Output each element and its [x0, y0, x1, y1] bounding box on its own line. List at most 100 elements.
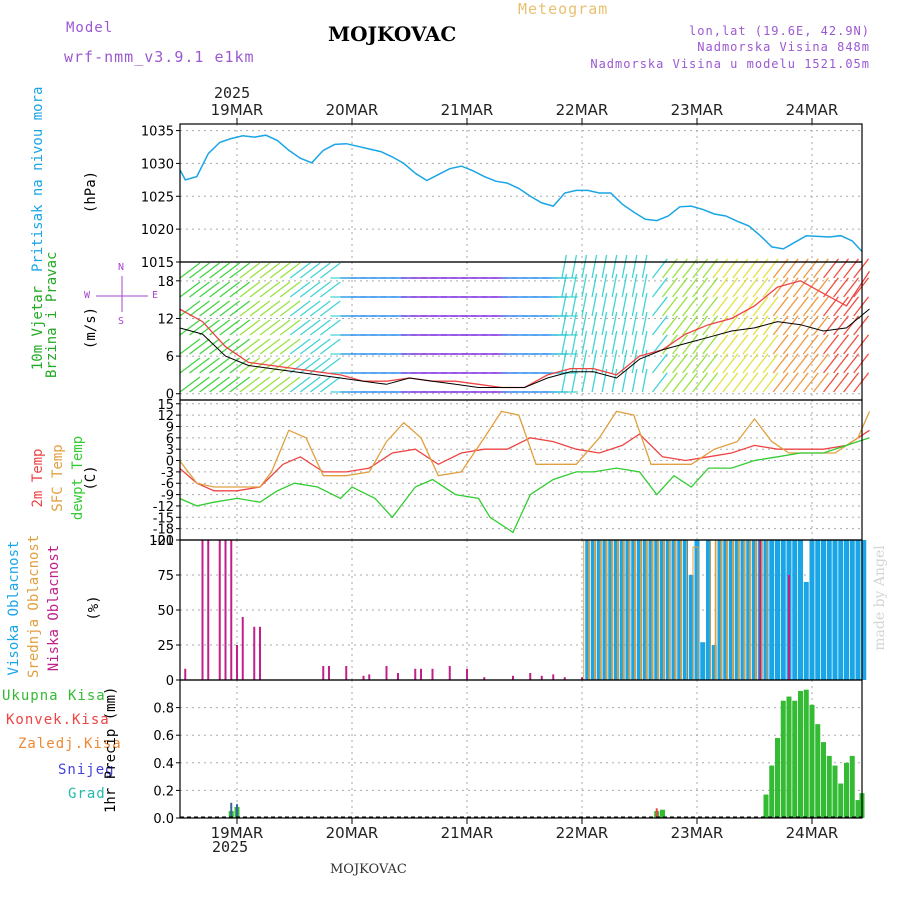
wind-arrow	[772, 372, 789, 393]
wind-arrow	[219, 319, 241, 336]
high-cloud-bar	[654, 540, 660, 680]
wind-arrow	[249, 300, 271, 317]
wind-arrow	[853, 353, 870, 374]
wind-arrow	[752, 334, 769, 355]
high-cloud-bar	[740, 540, 746, 680]
wind-arrow	[279, 262, 301, 279]
date-label-top: 19MAR	[211, 101, 264, 119]
wind-arrow	[219, 262, 241, 279]
wind-arrow	[843, 277, 860, 298]
high-cloud-bar	[660, 540, 665, 680]
panel-frame	[179, 679, 863, 819]
wind-arrow	[722, 353, 739, 374]
wind-arrow	[792, 372, 809, 393]
wind-arrow	[833, 372, 849, 393]
wind-arrow	[682, 277, 699, 298]
high-cloud-bar	[665, 540, 671, 680]
date-label-top: 24MAR	[786, 101, 839, 119]
low-cloud-bar	[420, 668, 422, 680]
wind-arrow	[189, 357, 210, 374]
wind-arrow	[651, 334, 668, 355]
wind-arrow	[179, 300, 201, 317]
wind-arrow	[843, 372, 860, 393]
high-cloud-bar	[821, 540, 826, 680]
high-cloud-bar	[602, 540, 608, 680]
wind-arrow	[219, 281, 241, 298]
high-cloud-bar	[826, 540, 832, 680]
wind-arrow	[812, 296, 829, 317]
legend-frz: Zaledj.Kisa	[18, 736, 122, 752]
wind-arrow	[661, 372, 678, 393]
y-tick-label: 0.0	[153, 812, 174, 827]
wind-arrow	[309, 319, 331, 336]
wind-arrow	[601, 368, 608, 393]
high-cloud-bar	[780, 540, 786, 680]
wind-arrow	[772, 315, 789, 336]
wind-arrow	[179, 338, 201, 355]
footer-title: MOJKOVAC	[330, 862, 407, 877]
precip-bar	[763, 794, 769, 818]
y-tick-label: 1020	[141, 223, 174, 238]
wind-arrow	[631, 273, 638, 298]
wind-arrow	[179, 281, 201, 298]
low-cloud-bar	[448, 666, 451, 680]
temp-line-0	[179, 429, 870, 492]
wind-arrow	[802, 334, 819, 355]
high-cloud-bar	[596, 540, 602, 680]
wind-arrow	[601, 254, 608, 279]
wind-arrow	[621, 330, 628, 355]
date-label-top: 22MAR	[556, 101, 609, 119]
wind-arrow	[561, 330, 568, 355]
y-tick-label: -12	[153, 500, 174, 515]
wind-arrow	[209, 376, 230, 393]
mid-cloud-label: Srednja Oblacnost	[26, 534, 42, 678]
wind-arrow	[239, 262, 261, 279]
low-cloud-bar	[345, 666, 348, 680]
wind-arrow	[792, 296, 809, 317]
wind-arrow	[219, 376, 241, 393]
wind-arrow	[319, 319, 341, 336]
wind-arrow	[853, 296, 870, 317]
low-cloud-bar	[201, 540, 204, 680]
wind-sublabel: Brzina i Pravac	[44, 251, 60, 378]
wind-arrow	[812, 315, 829, 336]
wind-arrow	[239, 338, 261, 355]
wind-arrow	[812, 277, 829, 298]
y-tick-label: -3	[161, 466, 174, 481]
wind-arrow	[199, 357, 220, 374]
wind-arrow	[732, 277, 749, 298]
wind-arrow	[209, 281, 230, 298]
high-cloud-bar	[849, 540, 855, 680]
wind-arrow	[661, 315, 678, 336]
wind-arrow	[631, 254, 638, 279]
wind-arrow	[611, 292, 618, 317]
low-cloud-bar	[385, 666, 388, 680]
wind-arrow	[853, 277, 870, 298]
wind-arrow	[843, 315, 860, 336]
wind-arrow	[621, 254, 628, 279]
temp-unit: (C)	[83, 465, 99, 491]
year-top: 2025	[214, 84, 251, 102]
wind-arrow	[682, 296, 699, 317]
low-cloud-bar	[563, 677, 566, 680]
wind-arrow	[209, 262, 230, 279]
high-cloud-bar	[855, 540, 861, 680]
wind-arrow	[742, 296, 759, 317]
sfc-label: SFC Temp	[50, 444, 66, 512]
wind-arrow	[209, 300, 230, 317]
wind-arrow	[822, 277, 839, 298]
high-cloud-bar	[614, 540, 619, 680]
temp-line-1	[178, 410, 871, 488]
high-cloud-bar	[832, 540, 838, 680]
wind-arrow	[762, 353, 779, 374]
low-cloud-bar	[328, 666, 330, 680]
high-cloud-bar	[631, 540, 637, 680]
low-cloud-bar	[581, 677, 583, 680]
wind-arrow	[833, 315, 849, 336]
y-tick-label: 0.6	[153, 729, 174, 744]
high-cloud-bar	[706, 540, 711, 680]
high-cloud-bar	[798, 540, 803, 680]
date-label-bottom: 19MAR	[211, 824, 264, 842]
high-cloud-bar	[729, 540, 734, 680]
